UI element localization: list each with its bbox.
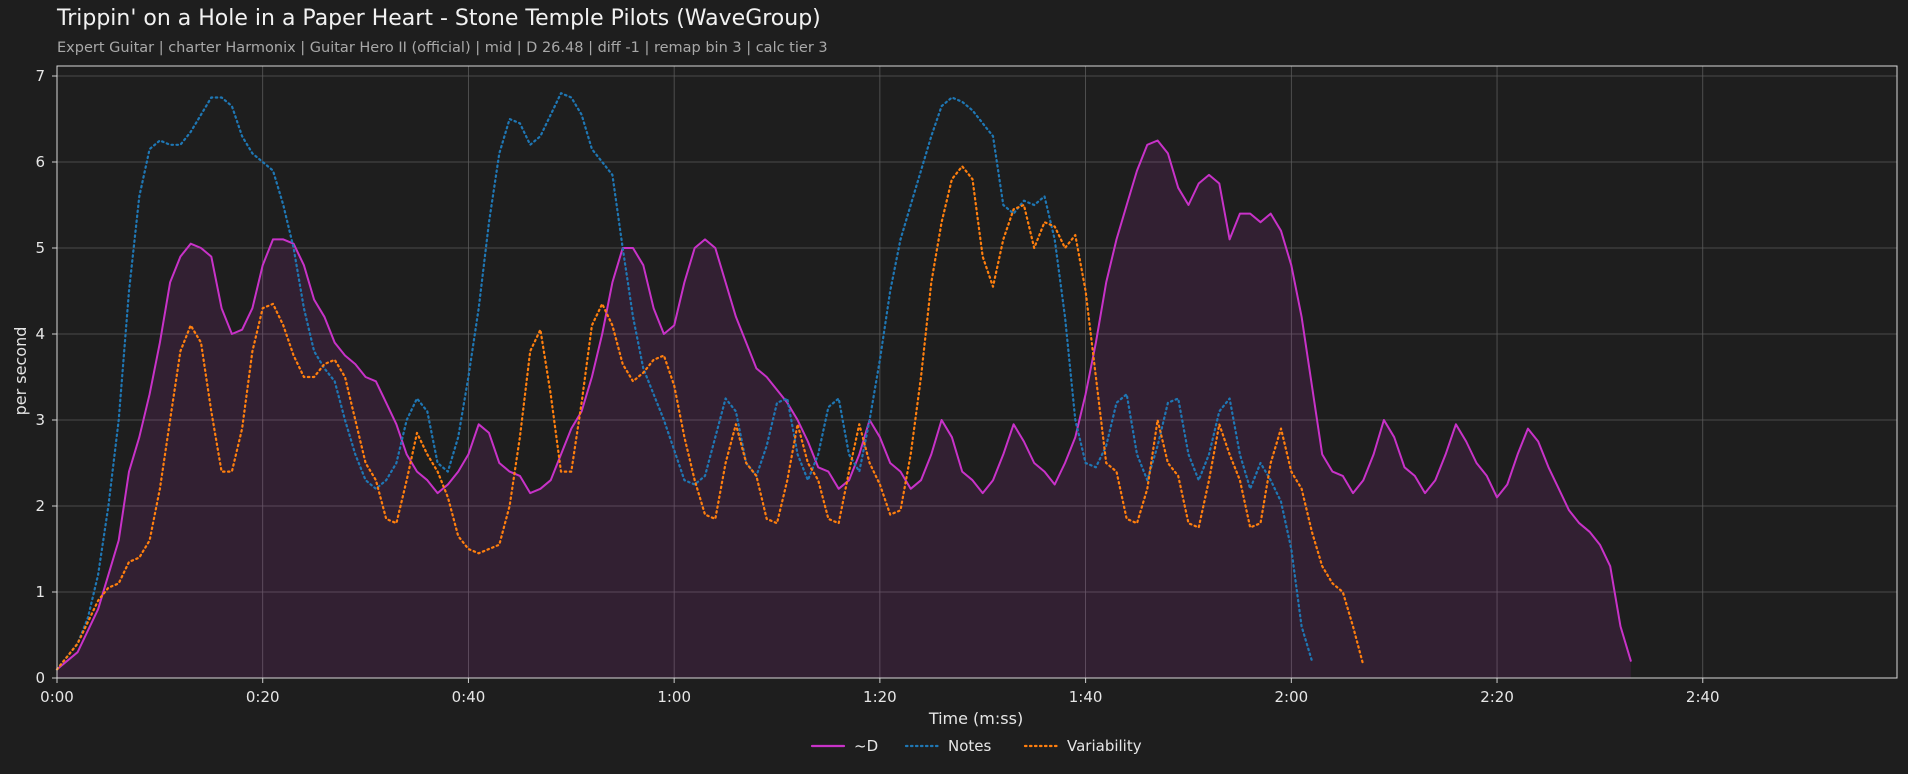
y-tick-label: 5 (35, 239, 45, 257)
series-line-~D (56, 139, 1632, 671)
chart-subtitle: Expert Guitar | charter Harmonix | Guita… (57, 40, 828, 56)
x-tick-label: 1:00 (657, 688, 691, 706)
x-tick-label: 1:40 (1069, 688, 1103, 706)
legend-label-Variability: Variability (1067, 737, 1142, 755)
x-tick-label: 2:20 (1480, 688, 1514, 706)
legend-label-~D: ~D (854, 737, 878, 755)
x-tick-label: 2:00 (1274, 688, 1308, 706)
x-tick-label: 0:00 (40, 688, 74, 706)
series-line-Variability (55, 165, 1365, 671)
grid-lines (57, 66, 1897, 678)
y-tick-label: 3 (35, 411, 45, 429)
x-tick-label: 0:40 (452, 688, 486, 706)
x-tick-label: 0:20 (246, 688, 280, 706)
y-axis-label: per second (11, 327, 30, 416)
y-tick-label: 4 (35, 325, 45, 343)
y-tick-label: 2 (35, 497, 45, 515)
y-tick-label: 1 (35, 583, 45, 601)
y-tick-label: 6 (35, 153, 45, 171)
x-tick-label: 1:20 (863, 688, 897, 706)
series-area-~D (57, 140, 1631, 678)
chart-title: Trippin' on a Hole in a Paper Heart - St… (57, 6, 821, 31)
plot-frame (56, 65, 1898, 679)
axes: 0 1 2 3 4 5 6 7 0:00 0:20 0:40 1:00 1:20 1:40 2:00 2:20… (35, 65, 1898, 706)
legend: ~D Notes Variability (810, 737, 1142, 755)
x-tick-label: 2:40 (1686, 688, 1720, 706)
legend-label-Notes: Notes (948, 737, 992, 755)
plot-area (57, 66, 1897, 678)
y-tick-label: 7 (35, 67, 45, 85)
y-tick-label: 0 (35, 669, 45, 687)
series-group (55, 92, 1632, 678)
x-axis-label: Time (m:ss) (928, 709, 1023, 728)
